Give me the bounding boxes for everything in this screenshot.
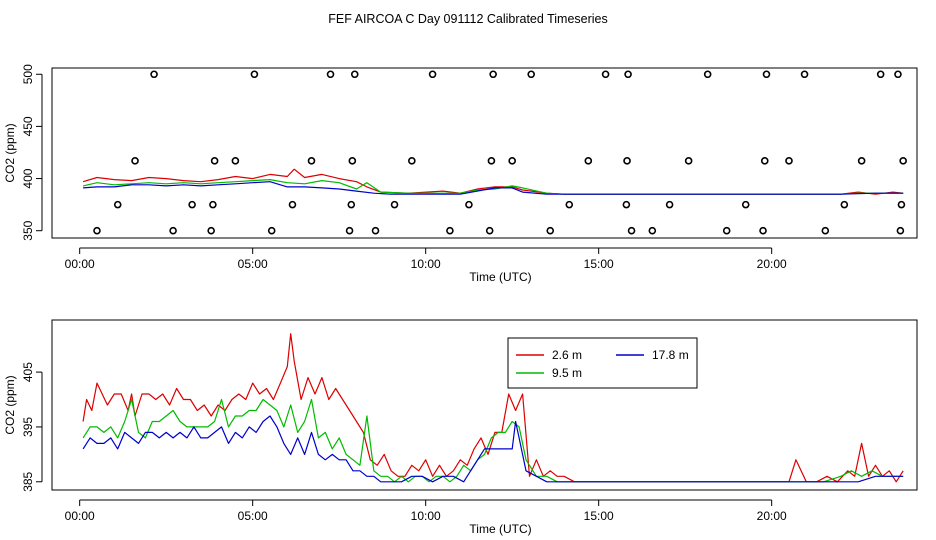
plot-frame (51, 319, 918, 491)
x-tick-label: 00:00 (65, 509, 95, 523)
off-scale-point (722, 226, 731, 235)
off-scale-point (465, 200, 473, 209)
figure-title: FEF AIRCOA C Day 091112 Calibrated Times… (328, 12, 608, 26)
legend-box (507, 337, 698, 389)
x-axis-label: Time (UTC) (469, 522, 531, 536)
plot-frame (51, 67, 918, 239)
off-scale-point (624, 70, 632, 79)
off-scale-point (899, 157, 907, 165)
legend-label: 9.5 m (552, 366, 582, 380)
legend-label: 2.6 m (552, 348, 582, 362)
off-scale-point (857, 157, 866, 165)
off-scale-point (623, 157, 631, 165)
off-scale-point (876, 70, 885, 79)
off-scale-point (348, 157, 357, 165)
off-scale-point (897, 200, 906, 209)
y-tick-label: 500 (21, 64, 35, 84)
y-tick-label: 405 (21, 362, 35, 382)
off-scale-point (288, 200, 297, 209)
x-tick-label: 05:00 (238, 257, 268, 271)
off-scale-point (527, 70, 536, 79)
off-scale-point (627, 226, 636, 235)
off-scale-point (150, 70, 158, 79)
off-scale-point (785, 157, 793, 165)
off-scale-point (307, 157, 316, 165)
off-scale-point (703, 70, 712, 79)
off-scale-point (350, 70, 359, 79)
off-scale-point (231, 157, 240, 165)
off-scale-point (622, 200, 631, 209)
chart-panel-full-range: 00:00 05:00 10:00 15:00 20:00 Time (UTC) 350 40… (3, 64, 918, 284)
off-scale-point (800, 70, 809, 79)
x-tick-label: 00:00 (65, 257, 95, 271)
chart-panel-zoomed: 00:00 05:00 10:00 15:00 20:00 Time (UTC) 385 39… (3, 319, 918, 536)
off-scale-point (188, 200, 196, 209)
off-scale-point (894, 70, 902, 79)
off-scale-point (840, 200, 849, 209)
off-scale-point (347, 200, 356, 209)
off-scale-point (113, 200, 122, 209)
x-tick-label: 10:00 (411, 257, 441, 271)
y-axis-label: CO2 (ppm) (3, 123, 17, 182)
x-tick-label: 20:00 (757, 257, 787, 271)
off-scale-point (485, 226, 494, 235)
off-scale-point (508, 157, 516, 165)
x-tick-label: 10:00 (411, 509, 441, 523)
off-scale-point (446, 226, 454, 235)
off-scale-point (546, 226, 555, 235)
x-tick-label: 15:00 (584, 257, 614, 271)
y-tick-label: 400 (21, 168, 35, 188)
off-scale-point (741, 200, 750, 209)
off-scale-point (207, 226, 215, 235)
off-scale-point (487, 157, 496, 165)
y-axis-label: CO2 (ppm) (3, 375, 17, 434)
off-scale-point (601, 70, 610, 79)
off-scale-point (428, 70, 437, 79)
y-tick-label: 350 (21, 220, 35, 240)
y-tick-label: 395 (21, 417, 35, 437)
off-scale-point (390, 200, 399, 209)
off-scale-point (250, 70, 259, 79)
off-scale-point (665, 200, 674, 209)
legend: 2.6 m 9.5 m 17.8 m (507, 337, 698, 389)
off-scale-point (584, 157, 593, 165)
off-scale-point (209, 200, 217, 209)
series-line-17-8-m (82, 415, 904, 483)
off-scale-point (326, 70, 335, 79)
off-scale-point (131, 157, 139, 165)
off-scale-point (408, 157, 416, 165)
off-scale-point (762, 70, 771, 79)
off-scale-point (93, 226, 101, 235)
x-tick-label: 20:00 (757, 509, 787, 523)
series-line-17-8-m (83, 181, 904, 195)
y-tick-label: 450 (21, 116, 35, 136)
off-scale-point (371, 226, 380, 235)
off-scale-point (267, 226, 276, 235)
off-scale-point (684, 157, 693, 165)
off-scale-point (648, 226, 657, 235)
legend-label: 17.8 m (652, 348, 689, 362)
y-tick-label: 385 (21, 471, 35, 491)
off-scale-point (210, 157, 219, 165)
off-scale-point (896, 226, 905, 235)
x-tick-label: 05:00 (238, 509, 268, 523)
off-scale-point (169, 226, 177, 235)
x-tick-label: 15:00 (584, 509, 614, 523)
x-axis-label: Time (UTC) (469, 270, 531, 284)
off-scale-point (345, 226, 354, 235)
off-scale-point (821, 226, 830, 235)
off-scale-point (760, 157, 769, 165)
off-scale-point (565, 200, 574, 209)
off-scale-point (759, 226, 767, 235)
off-scale-point (489, 70, 497, 79)
